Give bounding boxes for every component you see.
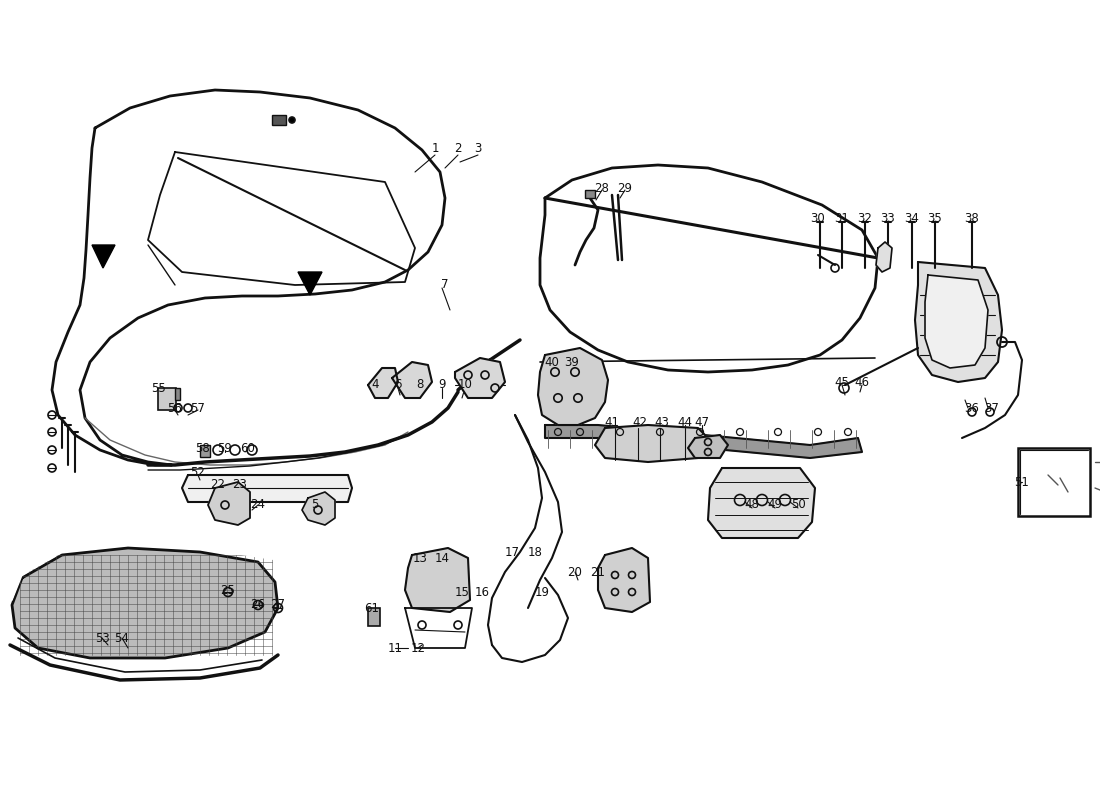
Text: 4: 4 bbox=[372, 378, 378, 391]
Polygon shape bbox=[52, 90, 446, 465]
Polygon shape bbox=[0, 540, 300, 600]
Polygon shape bbox=[92, 245, 116, 268]
Text: 14: 14 bbox=[434, 551, 450, 565]
Text: 20: 20 bbox=[568, 566, 582, 578]
Text: 16: 16 bbox=[474, 586, 490, 598]
Text: 51: 51 bbox=[1014, 475, 1030, 489]
Polygon shape bbox=[302, 492, 336, 525]
Text: 30: 30 bbox=[811, 211, 825, 225]
Bar bbox=[272, 115, 286, 125]
Text: 9: 9 bbox=[438, 378, 446, 391]
Bar bbox=[585, 190, 595, 198]
Text: 7: 7 bbox=[441, 278, 449, 291]
Polygon shape bbox=[708, 468, 815, 538]
Text: 48: 48 bbox=[745, 498, 759, 511]
Polygon shape bbox=[405, 548, 470, 612]
Text: 53: 53 bbox=[95, 631, 109, 645]
Text: 52: 52 bbox=[190, 466, 206, 478]
Polygon shape bbox=[12, 548, 278, 658]
Text: 46: 46 bbox=[855, 375, 869, 389]
Text: 32: 32 bbox=[858, 211, 872, 225]
Text: 47: 47 bbox=[694, 415, 710, 429]
Text: 6: 6 bbox=[394, 378, 402, 391]
Bar bbox=[1018, 448, 1090, 516]
Polygon shape bbox=[368, 368, 398, 398]
Text: 12: 12 bbox=[410, 642, 426, 654]
Text: 55: 55 bbox=[151, 382, 165, 394]
Text: 33: 33 bbox=[881, 211, 895, 225]
Text: 44: 44 bbox=[678, 415, 693, 429]
Polygon shape bbox=[876, 242, 892, 272]
Text: 49: 49 bbox=[768, 498, 782, 511]
Text: 5: 5 bbox=[311, 498, 319, 511]
Text: 38: 38 bbox=[965, 211, 979, 225]
Text: 37: 37 bbox=[984, 402, 1000, 414]
Text: 35: 35 bbox=[927, 211, 943, 225]
Text: 41: 41 bbox=[605, 415, 619, 429]
Text: 10: 10 bbox=[458, 378, 472, 391]
Polygon shape bbox=[298, 272, 322, 295]
Polygon shape bbox=[455, 358, 505, 398]
Text: 57: 57 bbox=[190, 402, 206, 414]
Text: 15: 15 bbox=[454, 586, 470, 598]
Text: 54: 54 bbox=[114, 631, 130, 645]
Polygon shape bbox=[925, 275, 988, 368]
Text: 29: 29 bbox=[617, 182, 632, 194]
Text: 59: 59 bbox=[218, 442, 232, 454]
Text: 27: 27 bbox=[271, 598, 286, 611]
Text: 13: 13 bbox=[412, 551, 428, 565]
Polygon shape bbox=[540, 165, 878, 372]
Text: 50: 50 bbox=[791, 498, 805, 511]
Text: 26: 26 bbox=[251, 598, 265, 611]
Text: 23: 23 bbox=[232, 478, 248, 491]
Text: 28: 28 bbox=[595, 182, 609, 194]
Text: 17: 17 bbox=[505, 546, 519, 558]
Text: 56: 56 bbox=[167, 402, 183, 414]
Text: 42: 42 bbox=[632, 415, 648, 429]
Polygon shape bbox=[392, 362, 432, 398]
Polygon shape bbox=[595, 425, 710, 462]
Bar bbox=[158, 388, 176, 410]
Polygon shape bbox=[208, 482, 250, 525]
Text: 31: 31 bbox=[835, 211, 849, 225]
Text: 60: 60 bbox=[241, 442, 255, 454]
Text: 11: 11 bbox=[387, 642, 403, 654]
Polygon shape bbox=[538, 348, 608, 425]
Text: 36: 36 bbox=[965, 402, 979, 414]
Text: 40: 40 bbox=[544, 355, 560, 369]
Text: 58: 58 bbox=[195, 442, 209, 454]
Text: 61: 61 bbox=[364, 602, 380, 614]
Bar bbox=[175, 388, 180, 400]
Text: 2: 2 bbox=[454, 142, 462, 154]
Polygon shape bbox=[182, 475, 352, 502]
Text: 1: 1 bbox=[431, 142, 439, 154]
Polygon shape bbox=[544, 425, 862, 458]
Text: 43: 43 bbox=[654, 415, 670, 429]
Text: 21: 21 bbox=[591, 566, 605, 578]
Text: 3: 3 bbox=[474, 142, 482, 154]
Polygon shape bbox=[915, 262, 1002, 382]
Circle shape bbox=[289, 117, 295, 123]
Text: 34: 34 bbox=[904, 211, 920, 225]
Polygon shape bbox=[598, 548, 650, 612]
Text: 24: 24 bbox=[251, 498, 265, 511]
Text: 22: 22 bbox=[210, 478, 225, 491]
Text: 39: 39 bbox=[564, 355, 580, 369]
Text: 18: 18 bbox=[528, 546, 542, 558]
Text: 8: 8 bbox=[416, 378, 424, 391]
Polygon shape bbox=[688, 435, 728, 458]
Text: 25: 25 bbox=[221, 583, 235, 597]
Text: 19: 19 bbox=[535, 586, 550, 598]
Bar bbox=[368, 608, 379, 626]
Text: 45: 45 bbox=[835, 375, 849, 389]
Bar bbox=[200, 445, 210, 457]
